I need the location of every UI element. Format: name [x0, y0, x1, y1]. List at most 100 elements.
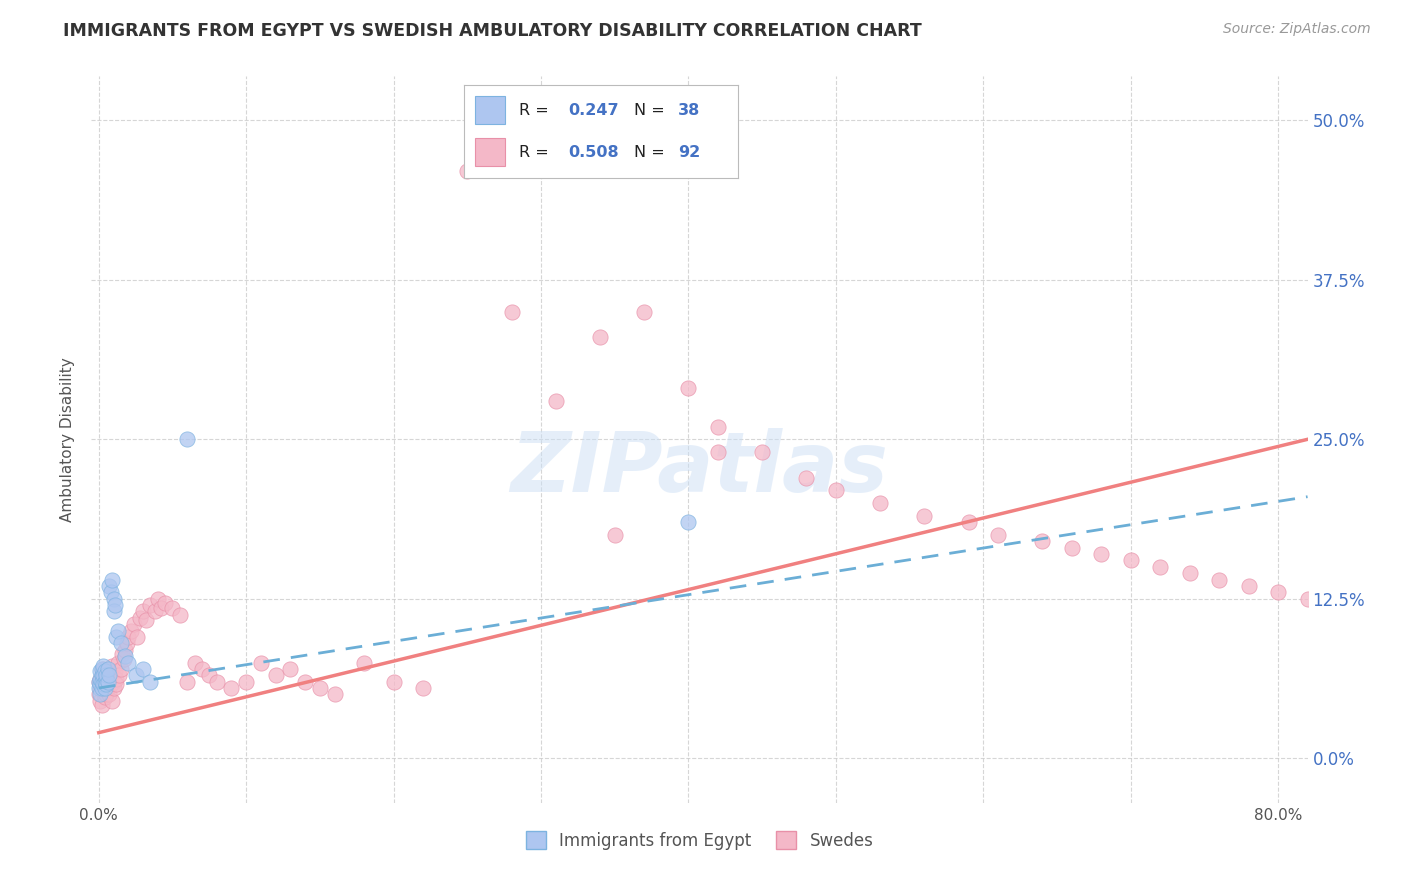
Point: [90, 681, 112, 695]
Point: [94, 674, 117, 689]
Point: [1178, 566, 1201, 581]
Point: [678, 381, 700, 395]
Point: [93, 674, 115, 689]
Point: [1060, 541, 1083, 555]
Point: [294, 674, 316, 689]
Point: [707, 419, 730, 434]
Point: [957, 515, 980, 529]
Point: [183, 656, 205, 670]
Point: [198, 668, 221, 682]
Point: [97, 662, 120, 676]
Point: [132, 662, 155, 676]
Text: ZIPatlas: ZIPatlas: [510, 428, 889, 509]
Point: [114, 642, 136, 657]
Text: R =: R =: [519, 103, 554, 118]
Point: [869, 496, 891, 510]
Point: [107, 656, 129, 670]
Point: [149, 600, 172, 615]
Point: [456, 164, 478, 178]
Point: [90, 698, 112, 712]
Point: [824, 483, 846, 498]
Point: [91, 674, 114, 689]
Point: [603, 528, 626, 542]
Point: [90, 677, 112, 691]
Point: [101, 573, 124, 587]
Point: [1090, 547, 1112, 561]
Point: [100, 677, 122, 691]
Point: [89, 694, 111, 708]
Point: [382, 674, 405, 689]
Y-axis label: Ambulatory Disability: Ambulatory Disability: [60, 357, 76, 522]
Point: [544, 394, 567, 409]
Point: [139, 598, 162, 612]
Point: [87, 681, 110, 695]
Point: [87, 674, 110, 689]
Point: [100, 668, 122, 682]
Text: N =: N =: [634, 145, 669, 160]
Point: [114, 649, 136, 664]
Point: [987, 528, 1010, 542]
Point: [323, 687, 346, 701]
Point: [191, 662, 214, 676]
Point: [98, 687, 121, 701]
Point: [127, 630, 149, 644]
Point: [205, 674, 228, 689]
Point: [93, 690, 115, 704]
Point: [103, 681, 125, 695]
Point: [110, 662, 132, 676]
Point: [132, 605, 155, 619]
Point: [97, 674, 120, 689]
Point: [250, 656, 273, 670]
Point: [90, 674, 112, 689]
Point: [280, 662, 302, 676]
Point: [111, 647, 134, 661]
Point: [162, 600, 184, 615]
Point: [1296, 591, 1319, 606]
Point: [146, 591, 169, 606]
Point: [105, 630, 128, 644]
Legend: Immigrants from Egypt, Swedes: Immigrants from Egypt, Swedes: [519, 825, 880, 856]
Point: [98, 668, 121, 682]
Point: [120, 624, 142, 638]
Point: [89, 672, 111, 686]
Point: [1326, 598, 1348, 612]
Point: [103, 674, 125, 689]
Point: [176, 674, 198, 689]
Point: [309, 681, 332, 695]
Point: [100, 585, 122, 599]
Point: [91, 681, 114, 695]
Point: [91, 659, 114, 673]
Point: [176, 432, 198, 446]
Point: [87, 687, 110, 701]
Point: [89, 677, 111, 691]
Text: 92: 92: [678, 145, 700, 160]
Bar: [475, 138, 505, 166]
Point: [135, 614, 157, 628]
Point: [678, 515, 700, 529]
Point: [94, 672, 117, 686]
Point: [101, 694, 124, 708]
Text: 0.508: 0.508: [568, 145, 619, 160]
Point: [751, 445, 773, 459]
Point: [264, 668, 287, 682]
Point: [89, 665, 111, 679]
Point: [87, 674, 110, 689]
Point: [93, 665, 115, 679]
Text: IMMIGRANTS FROM EGYPT VS SWEDISH AMBULATORY DISABILITY CORRELATION CHART: IMMIGRANTS FROM EGYPT VS SWEDISH AMBULAT…: [63, 22, 922, 40]
Point: [89, 672, 111, 686]
Point: [1031, 534, 1053, 549]
Point: [235, 674, 257, 689]
Point: [707, 445, 730, 459]
Point: [97, 665, 120, 679]
Point: [91, 662, 114, 676]
Point: [633, 305, 655, 319]
Point: [97, 681, 120, 695]
Point: [94, 668, 117, 682]
Point: [1208, 573, 1230, 587]
Point: [91, 677, 114, 691]
Point: [98, 672, 121, 686]
Point: [93, 681, 115, 695]
Point: [129, 611, 152, 625]
Point: [796, 470, 818, 484]
Point: [107, 624, 129, 638]
